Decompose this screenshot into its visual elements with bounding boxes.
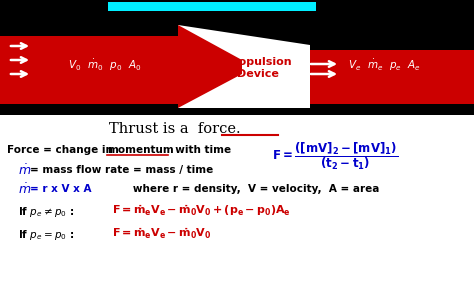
Bar: [0, 115, 474, 306]
Text: Device: Device: [237, 69, 279, 79]
Polygon shape: [178, 25, 242, 108]
Bar: [0, 36, 178, 104]
Text: $\mathbf{F = \dot{m}_e V_e - \dot{m}_0 V_0}$: $\mathbf{F = \dot{m}_e V_e - \dot{m}_0 V…: [112, 226, 211, 241]
Text: Thrust is a  force.: Thrust is a force.: [109, 122, 241, 136]
Text: $\mathbf{F = \dfrac{([mV]_2 - [mV]_1)}{(t_2 - t_1)}}$: $\mathbf{F = \dfrac{([mV]_2 - [mV]_1)}{(…: [272, 140, 398, 172]
Text: $\mathbf{F = \dot{m}_e V_e - \dot{m}_0 V_0 + (p_e - p_0) A_e}$: $\mathbf{F = \dot{m}_e V_e - \dot{m}_0 V…: [112, 203, 291, 218]
Bar: [288, 50, 474, 104]
Text: where r = density,  V = velocity,  A = area: where r = density, V = velocity, A = are…: [122, 184, 379, 194]
Text: Force = change in: Force = change in: [7, 145, 120, 155]
Text: $\dot{m}$: $\dot{m}$: [18, 182, 31, 196]
Bar: [108, 2, 316, 11]
Text: $V_0$  $\dot{m}_0$  $p_0$  $A_0$: $V_0$ $\dot{m}_0$ $p_0$ $A_0$: [68, 58, 142, 73]
Text: $V_e$  $\dot{m}_e$  $p_e$  $A_e$: $V_e$ $\dot{m}_e$ $p_e$ $A_e$: [348, 58, 421, 73]
Text: momentum: momentum: [107, 145, 174, 155]
Text: If $p_e \neq p_0$ :: If $p_e \neq p_0$ :: [18, 205, 74, 219]
Text: = mass flow rate = mass / time: = mass flow rate = mass / time: [30, 165, 213, 175]
Polygon shape: [178, 25, 310, 108]
Text: $\dot{m}$: $\dot{m}$: [18, 163, 31, 177]
Polygon shape: [242, 45, 310, 108]
Text: If $p_e = p_0$ :: If $p_e = p_0$ :: [18, 228, 74, 242]
Text: = r x V x A: = r x V x A: [30, 184, 91, 194]
Text: with time: with time: [168, 145, 231, 155]
Text: Propulsion: Propulsion: [225, 57, 292, 67]
